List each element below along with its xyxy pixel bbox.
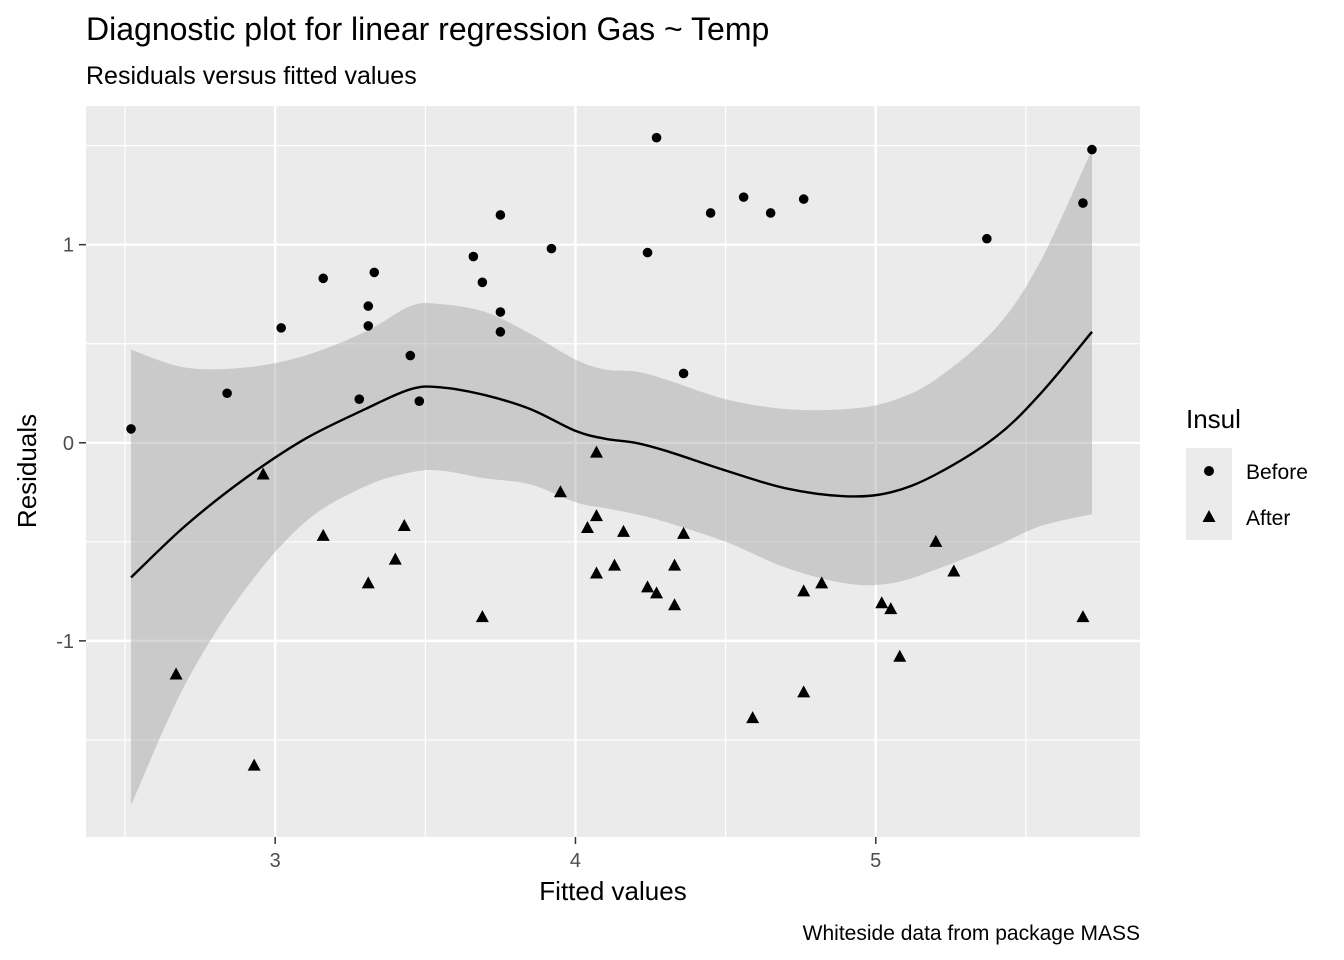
point-before [414, 396, 425, 406]
point-after [1076, 610, 1090, 623]
point-before [982, 233, 992, 244]
point-after [247, 758, 261, 771]
point-before [495, 327, 506, 337]
point-after [668, 598, 682, 611]
point-before [678, 368, 689, 379]
point-after [875, 596, 889, 609]
chart-caption: Whiteside data from package MASS [803, 922, 1140, 945]
point-before [1087, 144, 1097, 155]
point-after [256, 467, 270, 480]
point-before [126, 424, 136, 434]
legend-circle-icon [1204, 466, 1214, 476]
point-after [677, 526, 691, 539]
legend-label-before: Before [1246, 461, 1308, 484]
point-after [589, 509, 603, 522]
legend-triangle-icon [1202, 510, 1216, 522]
point-after [797, 584, 811, 597]
point-before [651, 132, 662, 143]
point-before [477, 277, 488, 288]
point-before [468, 251, 479, 262]
point-before [318, 273, 329, 284]
legend-title: Insul [1186, 404, 1241, 434]
x-axis-title: Fitted values [539, 876, 686, 906]
point-before [495, 210, 506, 220]
point-before [798, 194, 809, 204]
point-after [589, 566, 603, 579]
point-before [363, 321, 374, 331]
point-after [388, 552, 402, 565]
confidence-ribbon [131, 149, 1092, 806]
point-before [363, 301, 374, 311]
y-axis-title: Residuals [12, 414, 42, 528]
x-tick-label: 5 [870, 850, 881, 872]
point-after [397, 518, 411, 531]
legend-label-after: After [1246, 507, 1290, 530]
point-after [580, 520, 594, 533]
point-after [608, 558, 622, 571]
point-before [642, 247, 653, 258]
point-before [765, 208, 776, 218]
grid-major [86, 106, 1140, 837]
confidence-ribbon-layer [131, 149, 1092, 806]
point-before [738, 192, 749, 202]
point-after [475, 610, 489, 623]
point-before [495, 307, 506, 317]
point-before [222, 388, 232, 399]
point-after [617, 524, 631, 537]
x-tick-label: 4 [570, 850, 581, 872]
point-after [947, 564, 961, 577]
point-after [169, 667, 183, 680]
point-after [553, 485, 567, 498]
point-after [316, 528, 330, 541]
points-layer [126, 132, 1097, 771]
y-axis: -1 0 1 [56, 235, 86, 653]
point-before [276, 323, 286, 333]
point-before [705, 208, 716, 218]
point-after [668, 558, 682, 571]
point-before [546, 243, 557, 254]
chart-subtitle: Residuals versus fitted values [86, 62, 417, 90]
point-after [929, 534, 943, 547]
x-axis: 3 4 5 [270, 837, 881, 872]
point-after [641, 580, 655, 593]
y-tick-label: -1 [56, 631, 74, 653]
point-after [884, 602, 898, 615]
point-before [405, 350, 416, 361]
legend: Insul Before After [1186, 404, 1308, 540]
chart-title: Diagnostic plot for linear regression Ga… [86, 11, 769, 47]
loess-fit-line [130, 331, 1093, 579]
point-before [369, 267, 380, 278]
y-tick-label: 1 [63, 235, 74, 257]
x-tick-label: 3 [270, 850, 281, 872]
point-before [354, 394, 365, 404]
point-after [361, 576, 375, 589]
point-before [1078, 198, 1088, 208]
point-after [815, 576, 829, 589]
y-tick-label: 0 [63, 433, 74, 455]
point-after [893, 649, 907, 662]
point-after [589, 445, 603, 458]
point-after [746, 711, 760, 724]
point-after [650, 586, 664, 599]
point-after [797, 685, 811, 698]
